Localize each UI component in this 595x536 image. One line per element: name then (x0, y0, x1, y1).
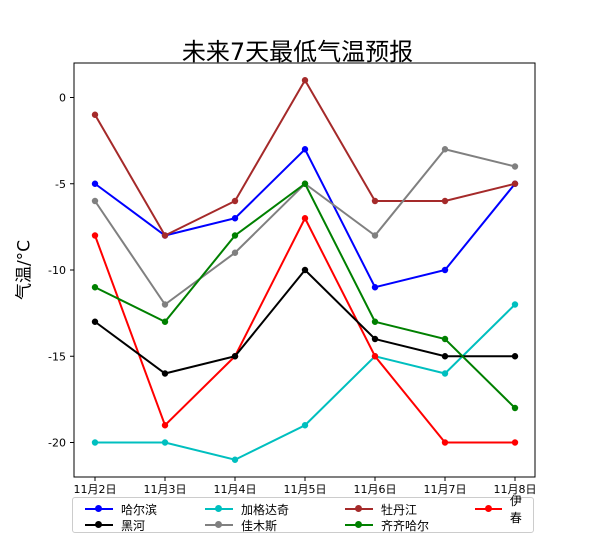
legend-item: 加格达奇 (205, 501, 289, 517)
data-point (511, 353, 519, 360)
data-point (161, 370, 169, 377)
data-point (91, 318, 99, 325)
data-point (511, 404, 519, 412)
y-tick-label: -20 (48, 437, 66, 450)
data-point (371, 318, 379, 325)
series-line (95, 303, 516, 461)
series-line (94, 148, 516, 306)
y-tick-label: -10 (48, 264, 66, 277)
data-point (161, 422, 169, 429)
data-point (91, 197, 99, 205)
data-point (371, 197, 379, 205)
data-point (91, 439, 99, 446)
y-tick-label: -5 (55, 178, 66, 191)
chart-title: 未来7天最低气温预报 (181, 38, 414, 66)
legend-item: 齐齐哈尔 (345, 517, 429, 533)
data-point (301, 215, 309, 222)
data-point (231, 353, 239, 360)
x-tick-label: 11月5日 (284, 483, 327, 496)
legend-label: 齐齐哈尔 (381, 518, 430, 533)
data-point (161, 232, 169, 239)
legend-swatch (475, 503, 502, 515)
data-point (511, 439, 519, 446)
legend-label: 伊春 (509, 494, 522, 525)
data-point (371, 232, 379, 239)
data-point (371, 284, 379, 291)
legend-item: 牡丹江 (345, 501, 417, 517)
data-point (91, 180, 99, 187)
y-tick-label: -15 (48, 350, 66, 363)
legend-swatch (85, 503, 113, 515)
series-4 (91, 266, 519, 377)
series-6 (91, 180, 519, 412)
series-line (94, 268, 515, 375)
data-point (441, 197, 449, 205)
data-point (231, 197, 239, 205)
legend-swatch (345, 503, 373, 515)
data-point (91, 232, 99, 239)
legend: 哈尔滨 加格达奇 牡丹江 伊春黑河 佳木斯 齐齐哈尔 (72, 494, 534, 533)
data-point (301, 422, 309, 429)
data-point (441, 266, 449, 274)
data-point (91, 111, 99, 118)
legend-swatch (85, 519, 113, 531)
data-point (441, 353, 449, 360)
data-point (231, 232, 239, 239)
series-line (94, 78, 516, 237)
data-point (441, 370, 449, 377)
series-1 (91, 301, 519, 463)
data-point (441, 439, 449, 446)
legend-swatch (345, 519, 373, 531)
x-tick-label: 11月6日 (354, 483, 397, 496)
legend-item: 黑河 (85, 517, 145, 533)
x-tick-label: 11月3日 (144, 483, 187, 496)
data-point (231, 456, 239, 463)
series-line (94, 216, 515, 444)
legend-label: 佳木斯 (241, 518, 278, 533)
data-point (161, 318, 169, 325)
data-point (231, 215, 239, 222)
data-point (301, 77, 309, 84)
data-point (511, 301, 519, 308)
data-point (161, 301, 169, 308)
legend-item: 哈尔滨 (85, 501, 157, 517)
data-point (511, 163, 519, 170)
y-tick-label: 0 (59, 92, 66, 105)
legend-swatch (205, 503, 233, 515)
data-point (371, 335, 379, 343)
data-point (301, 180, 309, 187)
legend-label: 加格达奇 (241, 502, 290, 517)
x-tick-label: 11月8日 (494, 483, 537, 496)
data-point (371, 353, 379, 360)
legend-item: 佳木斯 (205, 517, 277, 533)
data-point (301, 266, 309, 274)
legend-label: 哈尔滨 (121, 502, 158, 517)
legend-label: 牡丹江 (381, 502, 418, 517)
data-point (161, 439, 169, 446)
x-tick-label: 11月7日 (424, 483, 467, 496)
data-point (441, 335, 449, 343)
x-tick-label: 11月4日 (214, 483, 257, 496)
data-point (511, 180, 519, 187)
legend-label: 黑河 (121, 518, 146, 533)
data-point (441, 146, 449, 153)
legend-item: 伊春 (475, 494, 533, 525)
legend-swatch (205, 519, 233, 531)
data-point (91, 284, 99, 291)
data-point (231, 249, 239, 256)
series-5 (91, 146, 519, 308)
series-3 (91, 215, 519, 446)
series-2 (91, 77, 519, 239)
data-point (301, 146, 309, 153)
x-tick-label: 11月2日 (74, 483, 117, 496)
